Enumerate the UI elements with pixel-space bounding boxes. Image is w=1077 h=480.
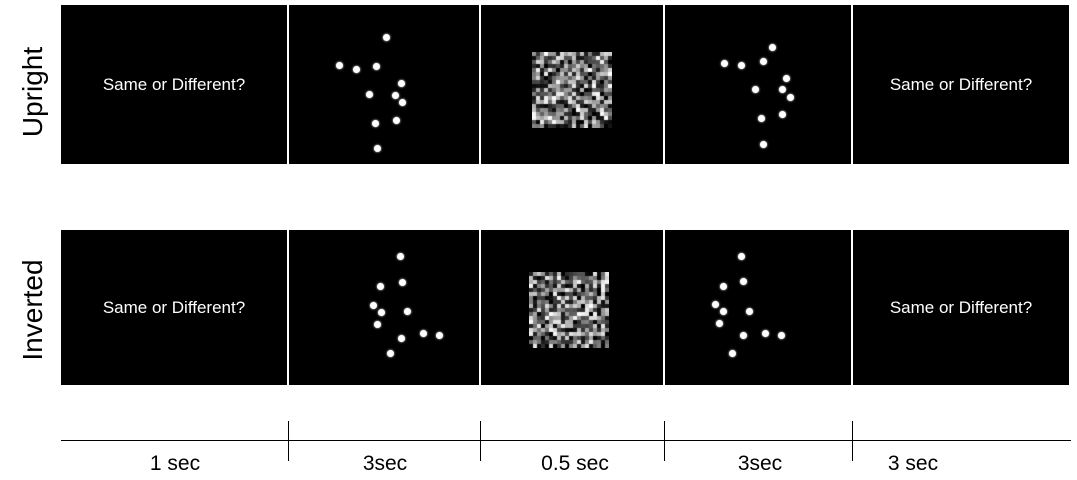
timeline-tick	[288, 421, 289, 461]
point-light-dot	[712, 301, 719, 308]
point-light-dot	[783, 75, 790, 82]
inverted-panel-prompt-start: Same or Different?	[61, 230, 287, 385]
point-light-dot	[372, 120, 379, 127]
timeline-label-3: 0.5 sec	[541, 452, 609, 475]
point-light-dot	[399, 279, 406, 286]
upright-panel-prompt-end: Same or Different?	[853, 5, 1069, 164]
inverted-panel-mask	[481, 230, 663, 385]
point-light-dot	[399, 99, 406, 106]
point-light-dot	[758, 115, 765, 122]
upright-panel-stimulus-1	[289, 5, 479, 164]
prompt-text: Same or Different?	[102, 297, 246, 317]
point-light-dot	[353, 66, 360, 73]
point-light-dot	[378, 309, 385, 316]
point-light-dot	[374, 321, 381, 328]
point-light-dot	[393, 117, 400, 124]
upright-panel-mask	[481, 5, 663, 164]
inverted-panel-stimulus-1	[289, 230, 479, 385]
point-light-dot	[373, 63, 380, 70]
noise-mask	[529, 272, 609, 348]
point-light-dot	[398, 80, 405, 87]
point-light-dot	[762, 330, 769, 337]
point-light-dot	[397, 253, 404, 260]
prompt-text: Same or Different?	[889, 74, 1033, 94]
timeline-tick	[664, 421, 665, 461]
point-light-dot	[370, 302, 377, 309]
row-label-upright: Upright	[17, 46, 48, 138]
point-light-dot	[720, 283, 727, 290]
point-light-dot	[760, 58, 767, 65]
point-light-dot	[720, 308, 727, 315]
point-light-dot	[716, 320, 723, 327]
timeline-label-2: 3sec	[362, 452, 408, 475]
point-light-dot	[740, 332, 747, 339]
point-light-dot	[374, 145, 381, 152]
timeline-tick	[480, 421, 481, 461]
point-light-dot	[769, 44, 776, 51]
point-light-dot	[752, 86, 759, 93]
upright-panel-stimulus-2	[665, 5, 851, 164]
timeline-axis	[61, 440, 1071, 441]
point-light-dot	[738, 62, 745, 69]
point-light-dot	[436, 332, 443, 339]
point-light-dot	[383, 34, 390, 41]
point-light-dot	[398, 335, 405, 342]
timeline-label-5: 3 sec	[887, 452, 939, 475]
prompt-text: Same or Different?	[889, 297, 1033, 317]
timeline-label-4: 3sec	[737, 452, 783, 475]
point-light-dot	[760, 141, 767, 148]
timeline-label-1: 1 sec	[149, 452, 201, 475]
point-light-dot	[787, 94, 794, 101]
point-light-dot	[729, 350, 736, 357]
inverted-panel-prompt-end: Same or Different?	[853, 230, 1069, 385]
point-light-dot	[404, 308, 411, 315]
point-light-dot	[779, 86, 786, 93]
point-light-dot	[779, 111, 786, 118]
point-light-dot	[778, 332, 785, 339]
point-light-dot	[420, 330, 427, 337]
point-light-dot	[738, 253, 745, 260]
upright-panel-prompt-start: Same or Different?	[61, 5, 287, 164]
point-light-dot	[740, 278, 747, 285]
prompt-text: Same or Different?	[102, 74, 246, 94]
point-light-dot	[377, 283, 384, 290]
inverted-panel-stimulus-2	[665, 230, 851, 385]
point-light-dot	[366, 91, 373, 98]
point-light-dot	[392, 92, 399, 99]
point-light-dot	[721, 60, 728, 67]
point-light-dot	[746, 308, 753, 315]
point-light-dot	[387, 350, 394, 357]
point-light-dot	[336, 62, 343, 69]
timeline-tick	[852, 421, 853, 461]
row-label-inverted: Inverted	[17, 259, 48, 361]
noise-mask	[532, 52, 612, 128]
